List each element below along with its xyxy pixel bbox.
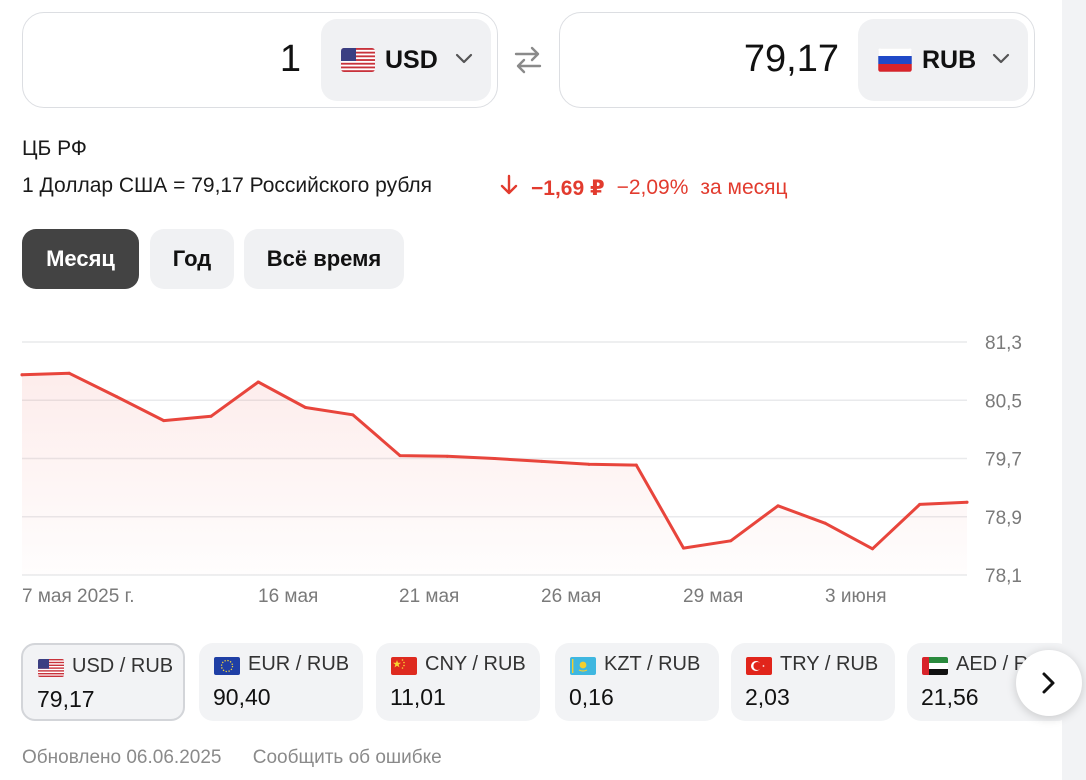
next-pairs-button[interactable] (1016, 650, 1082, 716)
chart-point (823, 521, 827, 525)
chart-point (398, 454, 402, 458)
rate-text: 1 Доллар США = 79,17 Российского рубля (22, 174, 433, 197)
arrow-down-icon (499, 174, 519, 202)
pair-card-eur-rub[interactable]: EUR / RUB 90,40 (199, 643, 363, 721)
tab-all-time[interactable]: Всё время (244, 229, 404, 289)
pair-value: 0,16 (569, 684, 614, 710)
rate-chart[interactable]: 81,3 80,5 79,7 78,9 78,1 7 мая 2025 г. 16 мая… (0, 320, 1062, 620)
chart-point (351, 413, 355, 417)
currency-pairs-row: USD / RUB 79,17 EUR / RUB 90,40 (0, 630, 1062, 740)
chart-point (729, 539, 733, 543)
chart-point (540, 459, 544, 463)
tab-year[interactable]: Год (150, 229, 234, 289)
to-amount-box[interactable]: 79,17 RUB (559, 12, 1035, 108)
ae-flag-icon (922, 657, 948, 675)
pair-card-try-rub[interactable]: TRY / RUB 2,03 (731, 643, 895, 721)
chart-point (445, 454, 449, 458)
rate-source: ЦБ РФ (22, 137, 87, 160)
to-amount-input[interactable]: 79,17 (743, 38, 839, 80)
to-currency-code: RUB (922, 46, 977, 74)
footer: Обновлено 06.06.2025 Сообщить об ошибке (22, 747, 468, 769)
chart-point (256, 380, 260, 384)
kz-flag-icon (570, 657, 596, 675)
updated-text: Обновлено 06.06.2025 (22, 747, 222, 768)
tr-flag-icon (746, 657, 772, 675)
chart-point (67, 371, 71, 375)
chart-point (634, 463, 638, 467)
pair-card-kzt-rub[interactable]: KZT / RUB 0,16 (555, 643, 719, 721)
tab-month[interactable]: Месяц (22, 229, 139, 289)
change-absolute: −1,69 ₽ (531, 176, 605, 200)
us-flag-icon (38, 659, 64, 677)
chart-area (22, 373, 967, 575)
chart-point (918, 502, 922, 506)
ru-flag-icon (878, 48, 912, 72)
pair-value: 21,56 (921, 684, 979, 710)
chevron-down-icon (455, 52, 473, 70)
pair-value: 90,40 (213, 684, 271, 710)
y-tick-label: 78,1 (985, 566, 1022, 587)
x-tick-label: 7 мая 2025 г. (22, 586, 134, 607)
from-amount-box[interactable]: 1 USD (22, 12, 498, 108)
chevron-right-icon (1042, 672, 1055, 694)
chart-point (493, 457, 496, 460)
pair-name: USD / RUB (72, 655, 174, 677)
report-error-link[interactable]: Сообщить об ошибке (252, 747, 442, 768)
chart-point (115, 395, 118, 399)
swap-arrows-icon[interactable] (510, 43, 546, 77)
rate-change: −1,69 ₽ −2,09% за месяц (499, 174, 788, 202)
change-percent: −2,09% (616, 176, 689, 199)
x-tick-label: 16 мая (258, 586, 318, 607)
chart-point (209, 414, 213, 418)
chart-point (162, 419, 166, 423)
pair-name: KZT / RUB (604, 653, 701, 675)
x-tick-label: 21 мая (399, 586, 459, 607)
from-amount-input[interactable]: 1 (279, 38, 301, 80)
y-tick-label: 78,9 (985, 508, 1022, 529)
cn-flag-icon (391, 657, 417, 675)
pair-value: 2,03 (745, 684, 790, 710)
chart-point (776, 504, 780, 508)
y-tick-label: 79,7 (985, 450, 1022, 471)
chart-point (682, 546, 685, 550)
x-tick-label: 3 июня (825, 586, 887, 607)
currency-converter-card: 1 USD (0, 0, 1062, 780)
y-tick-label: 80,5 (985, 391, 1022, 412)
x-tick-label: 29 мая (683, 586, 743, 607)
pair-value: 11,01 (390, 684, 446, 710)
from-currency-select[interactable]: USD (321, 19, 491, 101)
chart-point (304, 406, 307, 410)
to-currency-select[interactable]: RUB (858, 19, 1028, 101)
eu-flag-icon (214, 657, 240, 675)
pair-value: 79,17 (37, 686, 95, 712)
chart-point (965, 500, 969, 504)
pair-card-usd-rub[interactable]: USD / RUB 79,17 (21, 643, 185, 721)
pair-name: EUR / RUB (248, 653, 350, 675)
chevron-down-icon (992, 52, 1010, 70)
change-period: за месяц (700, 176, 788, 199)
chart-point (587, 462, 591, 466)
y-tick-label: 81,3 (985, 333, 1022, 354)
x-tick-label: 26 мая (541, 586, 601, 607)
pair-name: CNY / RUB (425, 653, 526, 675)
from-currency-code: USD (385, 46, 438, 74)
pair-name: TRY / RUB (780, 653, 879, 675)
us-flag-icon (341, 48, 375, 72)
pair-card-cny-rub[interactable]: CNY / RUB 11,01 (376, 643, 540, 721)
chart-point (871, 547, 874, 551)
chart-point (20, 373, 24, 377)
